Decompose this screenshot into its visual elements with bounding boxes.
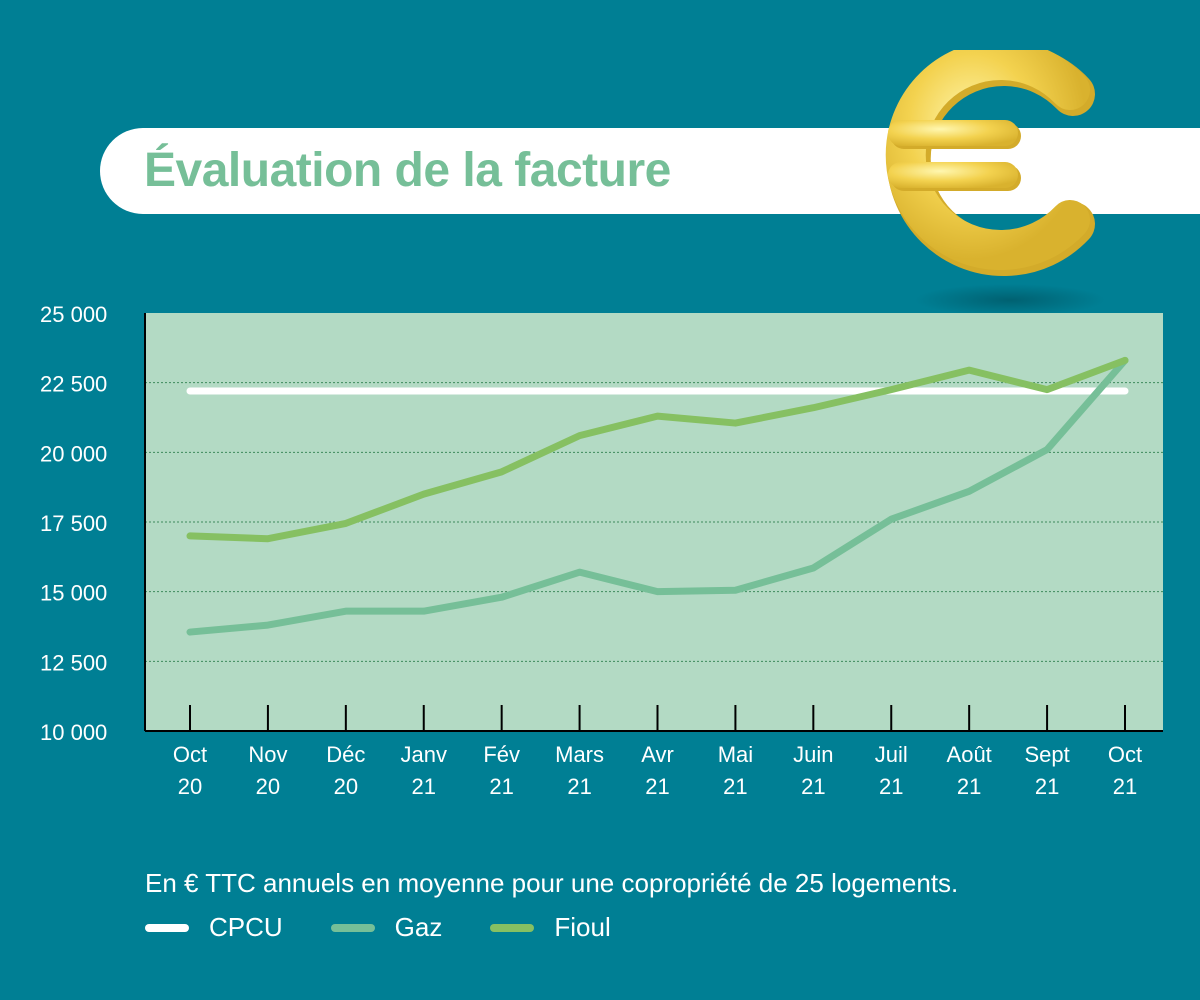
x-tick-label-year: 21 bbox=[645, 774, 669, 799]
euro-icon-graphic bbox=[885, 40, 1105, 316]
x-tick-label-year: 21 bbox=[1113, 774, 1137, 799]
x-tick-label: Mars bbox=[555, 742, 604, 767]
legend-item-fioul: Fioul bbox=[490, 912, 611, 943]
x-tick-label: Juin bbox=[793, 742, 833, 767]
x-tick-label-year: 21 bbox=[489, 774, 513, 799]
y-tick-label: 15 000 bbox=[40, 581, 107, 606]
legend-label-fioul: Fioul bbox=[554, 912, 611, 942]
legend-item-cpcu: CPCU bbox=[145, 912, 283, 943]
x-tick-label-year: 21 bbox=[1035, 774, 1059, 799]
x-tick-label: Avr bbox=[641, 742, 674, 767]
x-tick-label-year: 21 bbox=[412, 774, 436, 799]
x-tick-label-year: 21 bbox=[957, 774, 981, 799]
x-tick-label: Janv bbox=[401, 742, 447, 767]
x-tick-label: Oct bbox=[173, 742, 207, 767]
euro-icon bbox=[870, 40, 1110, 320]
x-tick-label-year: 20 bbox=[334, 774, 358, 799]
x-tick-label: Oct bbox=[1108, 742, 1142, 767]
y-tick-label: 12 500 bbox=[40, 650, 107, 675]
x-tick-label: Déc bbox=[326, 742, 365, 767]
legend-label-cpcu: CPCU bbox=[209, 912, 283, 942]
chart-note: En € TTC annuels en moyenne pour une cop… bbox=[145, 868, 959, 898]
legend-swatch-gaz bbox=[330, 923, 375, 932]
legend-swatch-cpcu bbox=[145, 923, 189, 932]
legend-swatch-fioul bbox=[490, 923, 535, 932]
y-tick-label: 22 500 bbox=[40, 372, 107, 397]
x-tick-label: Sept bbox=[1024, 742, 1069, 767]
y-tick-label: 20 000 bbox=[40, 441, 107, 466]
legend-label-gaz: Gaz bbox=[394, 912, 443, 942]
y-tick-label: 10 000 bbox=[40, 720, 107, 745]
x-tick-label: Août bbox=[947, 742, 992, 767]
x-tick-label: Mai bbox=[718, 742, 753, 767]
legend: CPCU Gaz Fioul bbox=[145, 912, 659, 943]
page-title: Évaluation de la facture bbox=[144, 144, 671, 197]
line-chart: 10 000 12 500 15 000 17 500 20 000 22 500 25 0… bbox=[40, 302, 1163, 799]
y-tick-label: 25 000 bbox=[40, 302, 107, 327]
x-tick-label: Nov bbox=[248, 742, 287, 767]
x-tick-label-year: 21 bbox=[879, 774, 903, 799]
legend-item-gaz: Gaz bbox=[330, 912, 443, 943]
x-tick-label-year: 21 bbox=[723, 774, 747, 799]
x-tick-label-year: 21 bbox=[567, 774, 591, 799]
y-tick-label: 17 500 bbox=[40, 511, 107, 536]
x-tick-label-year: 20 bbox=[256, 774, 280, 799]
x-tick-label-year: 20 bbox=[178, 774, 202, 799]
x-tick-label: Juil bbox=[875, 742, 908, 767]
x-tick-label: Fév bbox=[483, 742, 520, 767]
x-tick-label-year: 21 bbox=[801, 774, 825, 799]
